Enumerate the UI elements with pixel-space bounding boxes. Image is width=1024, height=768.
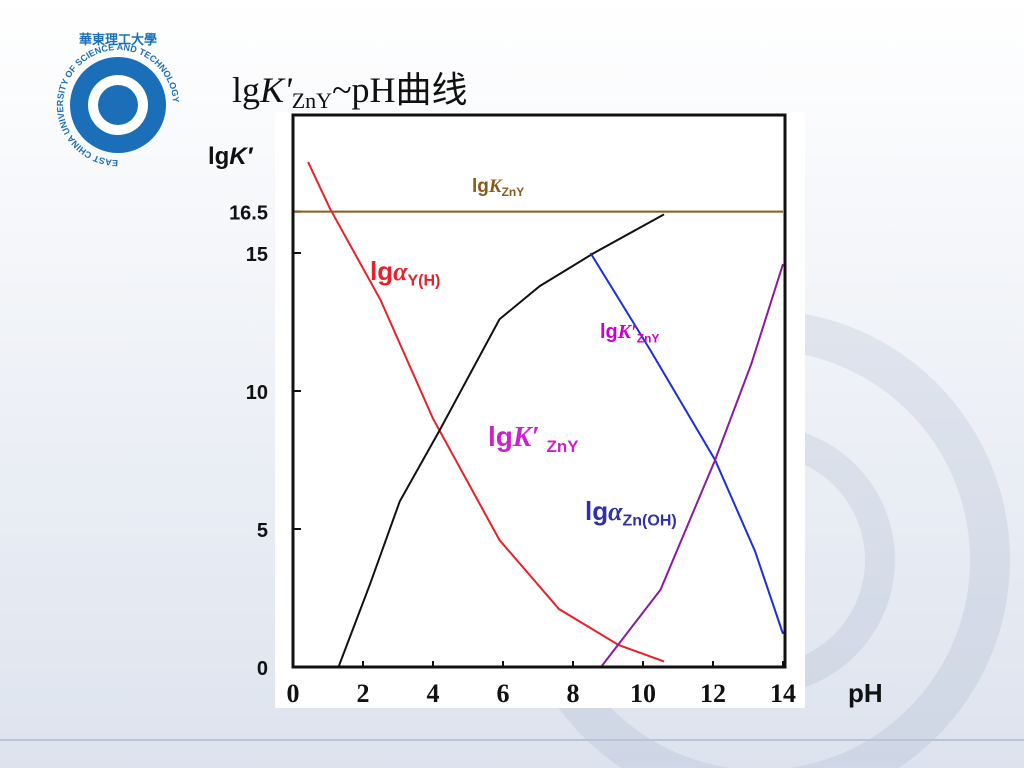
curve — [337, 213, 665, 668]
plot-panel — [275, 112, 805, 708]
logo-chinese: 華東理工大學 — [79, 32, 157, 47]
x-axis-title: pH — [848, 678, 883, 708]
label-symbol: K — [488, 176, 503, 197]
x-tick-label: 2 — [357, 679, 370, 708]
y-title-prefix: lg — [208, 143, 229, 170]
label-sub: Y(H) — [408, 273, 441, 290]
title-symbol: K' — [259, 70, 293, 110]
title-suffix: ~pH曲线 — [332, 70, 467, 110]
title-prefix: lg — [232, 70, 260, 110]
label-prefix: lg — [472, 176, 489, 197]
curve-label: lgKZnY — [472, 176, 524, 199]
curve-label: lgαY(H) — [370, 256, 440, 290]
label-sub: ZnY — [546, 437, 579, 456]
x-tick-label: 10 — [630, 679, 656, 708]
label-prefix: lg — [585, 496, 608, 526]
label-sub: ZnY — [502, 185, 525, 199]
y-tick-label: 5 — [257, 520, 268, 542]
x-tick-label: 12 — [700, 679, 726, 708]
x-tick-label: 14 — [770, 679, 796, 708]
label-prefix: lg — [370, 256, 393, 286]
logo: EAST CHINA UNIVERSITY OF SCIENCE AND TEC… — [55, 32, 181, 168]
y-axis-title: lgK′ — [208, 143, 254, 170]
x-tick-label: 4 — [427, 679, 440, 708]
title-sub: ZnY — [292, 88, 332, 113]
y-tick-label: 16.5 — [229, 203, 268, 225]
label-symbol: K′ — [512, 422, 547, 453]
x-tick-label: 6 — [497, 679, 510, 708]
y-tick-label: 10 — [246, 382, 268, 404]
label-prefix: lg — [488, 421, 513, 452]
x-tick-label: 0 — [287, 679, 300, 708]
label-prefix: lg — [600, 321, 618, 343]
x-tick-label: 8 — [567, 679, 580, 708]
logo-core — [98, 85, 138, 125]
title: lgK'ZnY~pH曲线 — [232, 70, 468, 113]
curve-label: lgK′ ZnY — [488, 421, 579, 456]
label-sub: Zn(OH) — [623, 513, 677, 530]
y-tick-label: 0 — [257, 658, 268, 680]
label-symbol: K′ — [617, 321, 637, 343]
curve-label: lgK′ZnY — [600, 321, 659, 345]
label-sub: ZnY — [637, 331, 660, 345]
y-tick-label: 15 — [246, 244, 268, 266]
y-title-symbol: K′ — [229, 143, 253, 170]
curve — [307, 161, 665, 663]
plot-frame — [291, 113, 787, 669]
curve — [600, 263, 784, 668]
curve-label: lgαZn(OH) — [585, 496, 677, 530]
label-symbol: α — [393, 257, 408, 286]
label-symbol: α — [608, 497, 623, 526]
